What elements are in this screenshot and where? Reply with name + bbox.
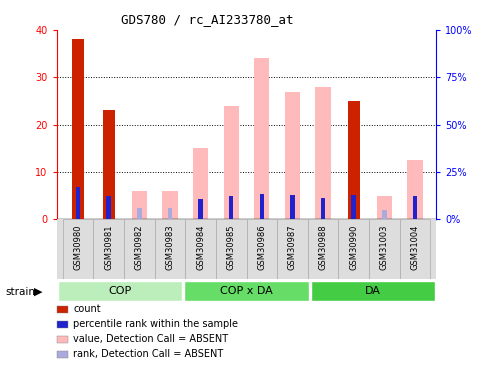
Bar xyxy=(407,160,423,219)
Bar xyxy=(290,195,295,219)
Bar xyxy=(316,87,331,219)
Bar xyxy=(198,200,203,219)
Text: GSM31003: GSM31003 xyxy=(380,224,389,270)
FancyBboxPatch shape xyxy=(216,219,246,279)
FancyBboxPatch shape xyxy=(94,219,124,279)
FancyBboxPatch shape xyxy=(311,280,435,301)
Bar xyxy=(377,196,392,219)
FancyBboxPatch shape xyxy=(155,219,185,279)
Bar xyxy=(352,195,356,219)
Text: COP: COP xyxy=(108,286,132,296)
Bar xyxy=(285,92,300,219)
Bar xyxy=(72,39,84,219)
Bar xyxy=(137,208,141,219)
FancyBboxPatch shape xyxy=(338,219,369,279)
Bar xyxy=(223,106,239,219)
Bar xyxy=(254,58,270,219)
Text: ▶: ▶ xyxy=(34,287,42,297)
FancyBboxPatch shape xyxy=(58,280,182,301)
Text: strain: strain xyxy=(6,287,36,297)
Text: GSM30981: GSM30981 xyxy=(104,224,113,270)
Text: DA: DA xyxy=(365,286,381,296)
Bar xyxy=(413,196,417,219)
FancyBboxPatch shape xyxy=(184,280,309,301)
Bar xyxy=(229,196,234,219)
Text: GSM30984: GSM30984 xyxy=(196,224,205,270)
FancyBboxPatch shape xyxy=(277,219,308,279)
Bar xyxy=(132,191,147,219)
Bar xyxy=(321,198,325,219)
Text: GSM30987: GSM30987 xyxy=(288,224,297,270)
Text: GSM30990: GSM30990 xyxy=(349,224,358,270)
Bar xyxy=(198,200,203,219)
Bar xyxy=(193,148,208,219)
Bar xyxy=(106,196,111,219)
Text: value, Detection Call = ABSENT: value, Detection Call = ABSENT xyxy=(73,334,229,344)
FancyBboxPatch shape xyxy=(308,219,338,279)
Bar xyxy=(162,191,177,219)
Bar xyxy=(103,111,115,219)
Text: count: count xyxy=(73,304,101,314)
FancyBboxPatch shape xyxy=(124,219,155,279)
Text: GSM30988: GSM30988 xyxy=(318,224,327,270)
FancyBboxPatch shape xyxy=(399,219,430,279)
Bar xyxy=(76,187,80,219)
Bar xyxy=(321,198,325,219)
FancyBboxPatch shape xyxy=(369,219,399,279)
Text: GSM30983: GSM30983 xyxy=(166,224,175,270)
Text: GSM30982: GSM30982 xyxy=(135,224,144,270)
Bar xyxy=(348,101,360,219)
Text: GSM31004: GSM31004 xyxy=(410,224,420,270)
Text: GDS780 / rc_AI233780_at: GDS780 / rc_AI233780_at xyxy=(121,13,293,26)
FancyBboxPatch shape xyxy=(246,219,277,279)
Bar xyxy=(229,196,234,219)
Bar xyxy=(290,195,295,219)
Text: COP x DA: COP x DA xyxy=(220,286,273,296)
Bar xyxy=(382,210,387,219)
Bar xyxy=(259,194,264,219)
Text: GSM30980: GSM30980 xyxy=(73,224,83,270)
Text: percentile rank within the sample: percentile rank within the sample xyxy=(73,320,239,329)
Bar xyxy=(168,208,172,219)
FancyBboxPatch shape xyxy=(185,219,216,279)
Text: GSM30986: GSM30986 xyxy=(257,224,266,270)
FancyBboxPatch shape xyxy=(63,219,94,279)
Bar xyxy=(413,196,417,219)
Text: rank, Detection Call = ABSENT: rank, Detection Call = ABSENT xyxy=(73,350,224,359)
Text: GSM30985: GSM30985 xyxy=(227,224,236,270)
Bar xyxy=(259,194,264,219)
